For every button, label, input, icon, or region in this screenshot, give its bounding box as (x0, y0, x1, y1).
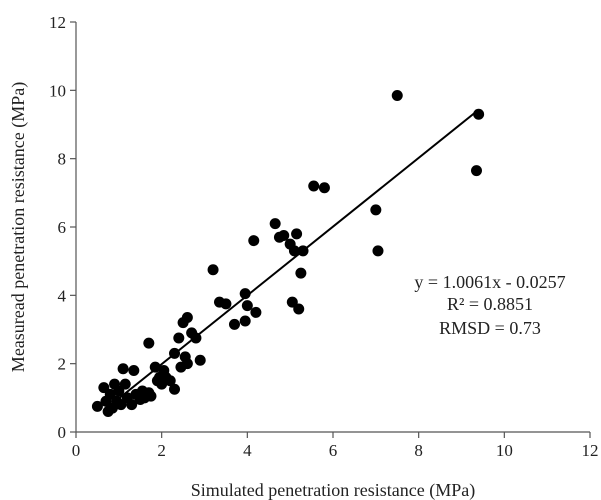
x-tick-label: 8 (414, 441, 423, 460)
data-point (278, 230, 290, 242)
data-point (295, 267, 307, 279)
data-point (119, 378, 131, 390)
data-points (91, 89, 485, 417)
y-tick-label: 6 (58, 218, 67, 237)
data-point (248, 235, 260, 247)
y-tick-label: 4 (58, 286, 67, 305)
data-point (220, 298, 232, 310)
y-tick-label: 10 (49, 81, 66, 100)
r-squared-label: R² = 0.8851 (447, 294, 533, 314)
x-tick-label: 10 (496, 441, 513, 460)
y-tick-label: 0 (58, 423, 67, 442)
data-point (128, 365, 140, 376)
trend-line-group (103, 108, 480, 412)
x-tick-label: 12 (582, 441, 599, 460)
data-point (239, 315, 251, 327)
data-point (117, 363, 129, 375)
data-point (239, 288, 251, 300)
data-point (318, 182, 330, 194)
x-tick-label: 6 (329, 441, 338, 460)
data-point (308, 180, 320, 192)
data-point (181, 312, 193, 324)
data-point (370, 204, 382, 216)
data-point (126, 399, 138, 411)
data-point (288, 245, 300, 257)
y-tick-label: 12 (49, 13, 66, 32)
data-point (293, 303, 305, 315)
x-axis-ticks: 0 2 4 6 8 10 12 (72, 432, 599, 460)
x-axis-title: Simulated penetration resistance (MPa) (191, 480, 475, 500)
data-point (91, 400, 103, 412)
data-point (169, 383, 181, 395)
data-point (372, 245, 384, 257)
data-point (269, 218, 281, 230)
data-point (149, 361, 161, 373)
x-tick-label: 2 (157, 441, 166, 460)
y-axis-title: Measuread penetration resistance (MPa) (8, 82, 29, 372)
x-tick-label: 4 (243, 441, 252, 460)
data-point (250, 306, 262, 318)
data-point (173, 332, 185, 344)
x-tick-label: 0 (72, 441, 81, 460)
fit-equation: y = 1.0061x - 0.0257 (414, 272, 565, 292)
rmsd-label: RMSD = 0.73 (439, 318, 541, 338)
y-tick-label: 2 (58, 355, 67, 374)
data-point (241, 300, 253, 312)
data-point (207, 264, 219, 276)
trend-line (103, 108, 480, 412)
y-axis-ticks: 0 2 4 6 8 10 12 (49, 13, 76, 442)
data-point (470, 165, 482, 177)
data-point (391, 89, 403, 101)
data-point (228, 318, 240, 330)
data-point (181, 358, 193, 370)
y-tick-label: 8 (58, 150, 67, 169)
data-point (194, 354, 206, 366)
data-point (164, 375, 176, 387)
data-point (145, 390, 157, 402)
data-point (143, 337, 155, 349)
data-point (291, 228, 303, 240)
